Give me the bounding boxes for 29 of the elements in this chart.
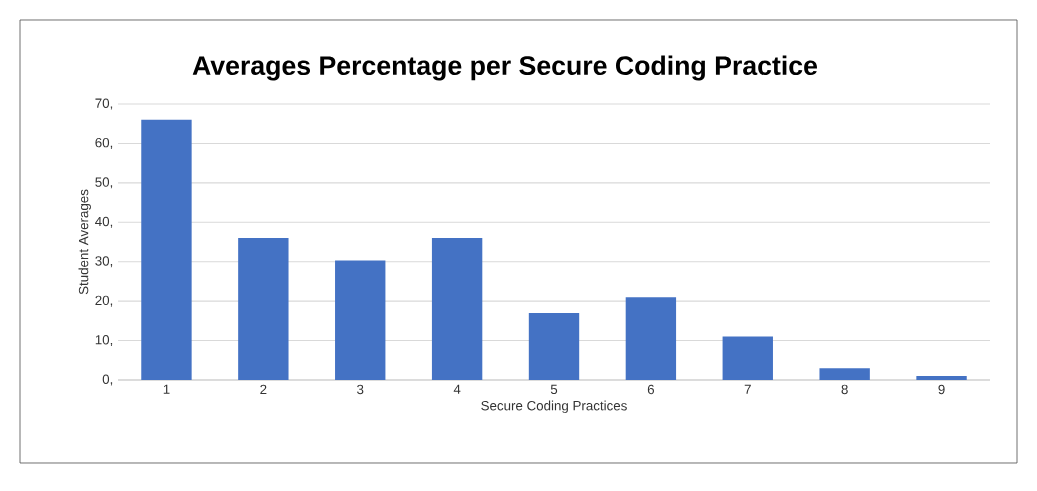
x-tick-label: 7 — [744, 384, 751, 394]
x-tick-label: 8 — [841, 384, 848, 395]
y-tick-label: 40, — [95, 216, 113, 228]
y-tick-label: 20, — [95, 295, 113, 307]
y-tick-label: 60, — [95, 137, 113, 149]
bar — [238, 238, 289, 380]
y-tick-label: 70, — [95, 98, 113, 110]
y-tick-label: 30, — [95, 256, 113, 268]
x-tick-label: 3 — [357, 384, 364, 395]
bar — [528, 312, 580, 380]
bar — [431, 238, 483, 380]
y-tick-label: 0, — [102, 374, 113, 386]
x-axis-title: Secure Coding Practices — [481, 400, 627, 414]
bar — [819, 368, 870, 380]
bar — [625, 297, 677, 380]
bar — [916, 376, 967, 380]
bar — [335, 260, 386, 380]
y-tick-label: 10, — [95, 335, 113, 347]
chart-title: Averages Percentage per Secure Coding Practice — [192, 55, 818, 81]
x-tick-label: 9 — [938, 384, 945, 395]
y-axis-title: Student Averages — [78, 189, 91, 295]
x-tick-label: 2 — [260, 384, 267, 395]
y-tick-label: 50, — [95, 177, 113, 189]
x-tick-label: 5 — [550, 384, 558, 394]
x-tick-label: 1 — [163, 384, 170, 394]
x-tick-label: 4 — [453, 384, 461, 394]
bar — [141, 119, 192, 380]
bar — [722, 336, 773, 380]
x-tick-label: 6 — [647, 384, 655, 395]
